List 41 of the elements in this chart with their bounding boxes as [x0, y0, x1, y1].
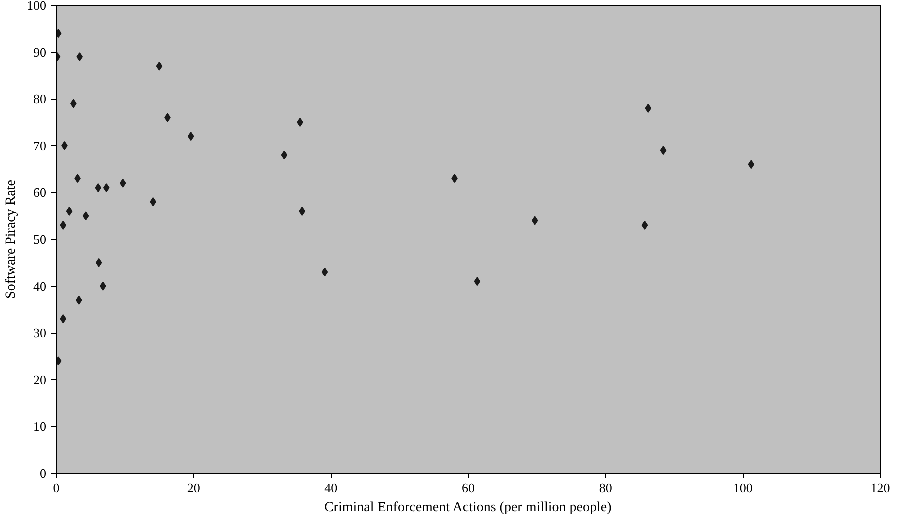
- point: [60, 314, 67, 324]
- x-tick-label: 0: [53, 480, 60, 496]
- point: [76, 52, 84, 62]
- point: [82, 212, 90, 221]
- point: [156, 62, 163, 71]
- x-tick-label: 120: [870, 480, 890, 496]
- x-axis-title: Criminal Enforcement Actions (per million people): [324, 500, 612, 516]
- y-tick-label: 90: [34, 44, 46, 60]
- y-tick-label: 10: [34, 419, 46, 434]
- point: [642, 220, 648, 230]
- y-tick-label: 0: [40, 466, 46, 481]
- y-tick-label: 50: [34, 232, 46, 247]
- point: [76, 296, 82, 305]
- point: [322, 268, 328, 277]
- point: [188, 132, 194, 142]
- point: [297, 118, 304, 127]
- point: [281, 150, 288, 160]
- point: [532, 216, 538, 226]
- point: [748, 160, 755, 170]
- x-tick-label: 40: [324, 480, 338, 496]
- x-tick-label: 60: [462, 480, 475, 496]
- point: [66, 206, 73, 216]
- y-tick-label: 70: [34, 138, 46, 154]
- y-tick-label: 60: [34, 185, 46, 200]
- y-axis-title: Software Piracy Rate: [4, 180, 19, 299]
- x-tick-label: 100: [733, 480, 753, 496]
- y-tick-label: 80: [34, 92, 46, 107]
- y-tick-label: 40: [34, 278, 46, 294]
- x-tick-label: 20: [187, 480, 200, 496]
- point: [103, 184, 110, 193]
- point: [95, 184, 102, 193]
- point: [96, 258, 102, 268]
- point: [660, 146, 667, 156]
- y-tick-label: 100: [27, 0, 46, 13]
- point: [60, 220, 67, 230]
- x-tick-label: 80: [599, 480, 612, 496]
- y-tick-label: 30: [34, 326, 46, 341]
- y-tick-label: 20: [34, 372, 46, 388]
- point: [120, 178, 126, 188]
- point: [474, 277, 481, 286]
- point: [645, 104, 652, 113]
